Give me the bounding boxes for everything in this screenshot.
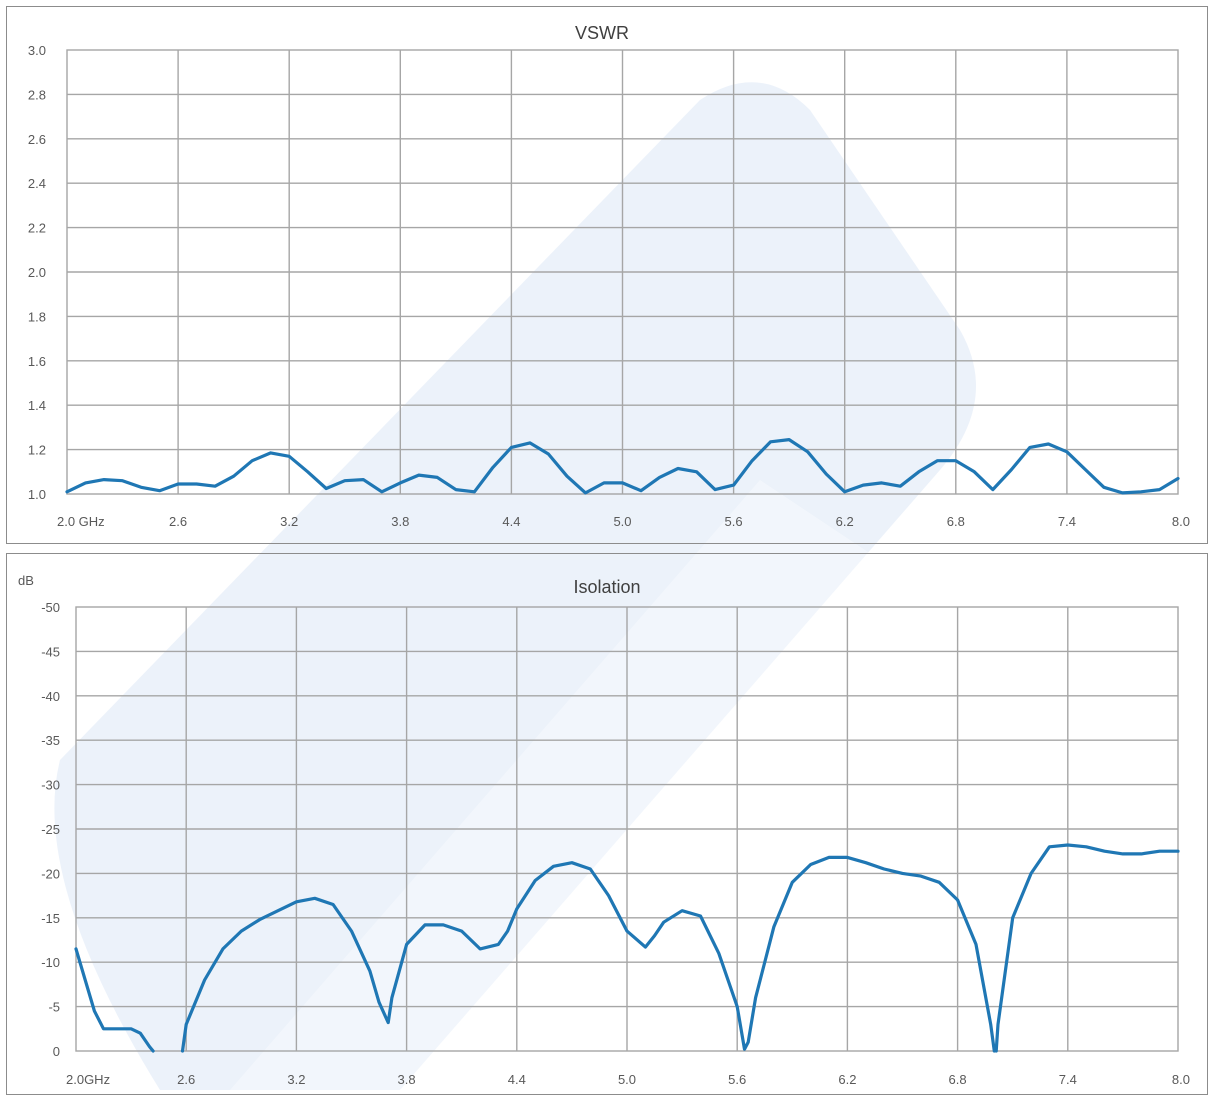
isolation-y-axis-label: dB xyxy=(18,573,34,588)
x-tick-label: 2.0 GHz xyxy=(57,514,105,529)
x-tick-label: 6.2 xyxy=(838,1072,856,1087)
y-tick-label: 1.2 xyxy=(28,443,46,458)
x-tick-label: 4.4 xyxy=(502,514,520,529)
isolation-chart: Isolation dB 0 -5 -10 -15 -20 -25 -30 -35 -40 -45… xyxy=(18,573,1190,1087)
y-tick-label: -10 xyxy=(41,955,60,970)
y-tick-label: 1.0 xyxy=(28,487,46,502)
isolation-grid xyxy=(75,606,1179,1052)
y-tick-label: -40 xyxy=(41,689,60,704)
isolation-series-line xyxy=(74,843,1180,1053)
y-tick-label: -50 xyxy=(41,600,60,615)
y-tick-label: -45 xyxy=(41,644,60,659)
y-tick-label: -5 xyxy=(48,1000,60,1015)
isolation-x-ticks: 2.0GHz 2.6 3.2 3.8 4.4 5.0 5.6 6.2 6.8 7.4 8.0 xyxy=(66,1072,1190,1087)
x-tick-label: 5.0 xyxy=(618,1072,636,1087)
y-tick-label: -20 xyxy=(41,866,60,881)
vswr-grid xyxy=(66,49,1179,495)
y-tick-label: 2.4 xyxy=(28,176,46,191)
y-tick-label: -35 xyxy=(41,733,60,748)
x-tick-label: 6.2 xyxy=(836,514,854,529)
x-tick-label: 8.0 xyxy=(1172,514,1190,529)
x-tick-label: 2.0GHz xyxy=(66,1072,110,1087)
y-tick-label: 1.8 xyxy=(28,309,46,324)
y-tick-label: 1.4 xyxy=(28,398,46,413)
x-tick-label: 3.8 xyxy=(391,514,409,529)
x-tick-label: 5.6 xyxy=(725,514,743,529)
isolation-chart-title: Isolation xyxy=(573,577,640,597)
x-tick-label: 5.6 xyxy=(728,1072,746,1087)
x-tick-label: 7.4 xyxy=(1059,1072,1077,1087)
vswr-chart: VSWR 1.0 1.2 1.4 1.6 1.8 2.0 2.2 2.4 2.6 2.8 3.0 2… xyxy=(28,23,1190,529)
x-tick-label: 3.2 xyxy=(287,1072,305,1087)
y-tick-label: 3.0 xyxy=(28,43,46,58)
x-tick-label: 8.0 xyxy=(1172,1072,1190,1087)
y-tick-label: -30 xyxy=(41,778,60,793)
y-tick-label: 0 xyxy=(53,1044,60,1059)
isolation-y-ticks: 0 -5 -10 -15 -20 -25 -30 -35 -40 -45 -50 xyxy=(41,600,60,1059)
x-tick-label: 6.8 xyxy=(949,1072,967,1087)
x-tick-label: 6.8 xyxy=(947,514,965,529)
x-tick-label: 4.4 xyxy=(508,1072,526,1087)
vswr-chart-title: VSWR xyxy=(575,23,629,43)
x-tick-label: 3.8 xyxy=(398,1072,416,1087)
vswr-series-line xyxy=(65,438,1180,495)
y-tick-label: -25 xyxy=(41,822,60,837)
y-tick-label: 2.6 xyxy=(28,132,46,147)
vswr-y-ticks: 1.0 1.2 1.4 1.6 1.8 2.0 2.2 2.4 2.6 2.8 3.0 xyxy=(28,43,46,502)
y-tick-label: 1.6 xyxy=(28,354,46,369)
x-tick-label: 2.6 xyxy=(169,514,187,529)
y-tick-label: 2.2 xyxy=(28,221,46,236)
y-tick-label: 2.8 xyxy=(28,87,46,102)
vswr-x-ticks: 2.0 GHz 2.6 3.2 3.8 4.4 5.0 5.6 6.2 6.8 7.4 8.0 xyxy=(57,514,1190,529)
y-tick-label: 2.0 xyxy=(28,265,46,280)
x-tick-label: 3.2 xyxy=(280,514,298,529)
x-tick-label: 7.4 xyxy=(1058,514,1076,529)
x-tick-label: 5.0 xyxy=(613,514,631,529)
x-tick-label: 2.6 xyxy=(177,1072,195,1087)
y-tick-label: -15 xyxy=(41,911,60,926)
